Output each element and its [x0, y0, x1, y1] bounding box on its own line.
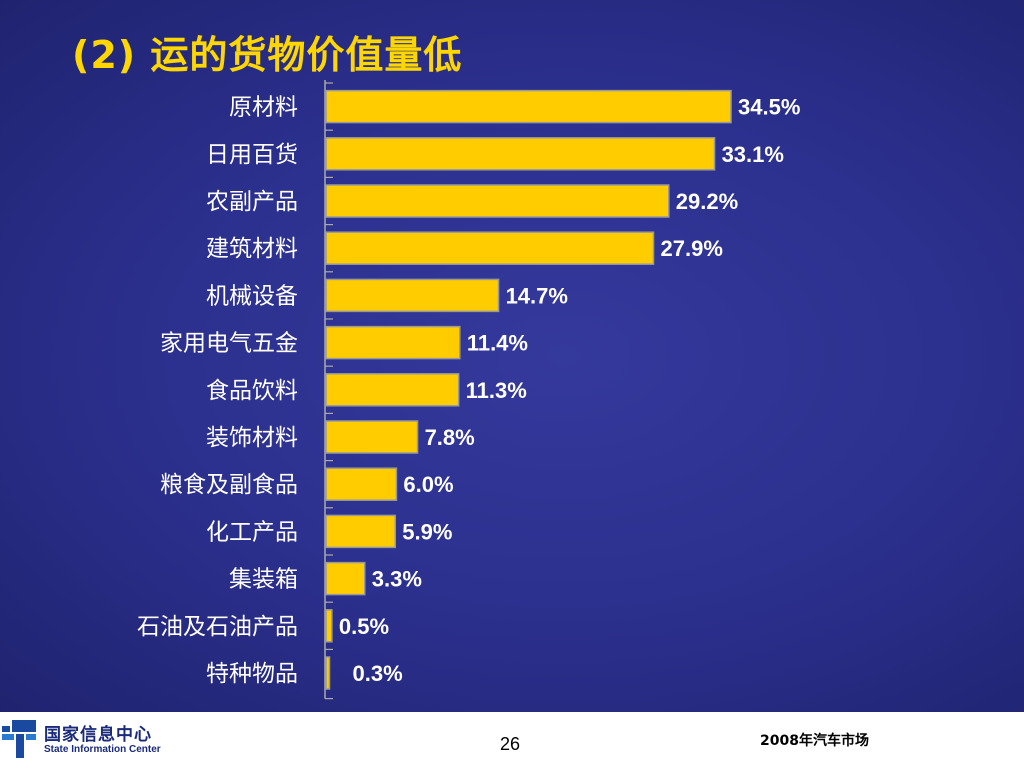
slide-title: (2) 运的货物价值量低 [72, 33, 463, 77]
category-label: 农副产品 [206, 189, 298, 215]
value-label: 6.0% [403, 472, 453, 497]
category-label: 食品饮料 [206, 378, 298, 404]
bar [325, 561, 366, 596]
value-label: 34.5% [738, 95, 800, 120]
category-label: 粮食及副食品 [160, 472, 298, 498]
value-label: 14.7% [506, 283, 568, 308]
bar [325, 184, 670, 218]
category-label: 化工产品 [206, 519, 298, 545]
category-label: 集装箱 [229, 567, 298, 593]
slide-background: (2) 运的货物价值量低 原材料 34.5% 日用百货 33.1% 农副产品 29.2% 建… [0, 0, 1024, 712]
category-label: 家用电气五金 [160, 331, 298, 357]
bar [325, 325, 461, 360]
value-label: 33.1% [722, 142, 784, 167]
value-label: 11.4% [467, 331, 528, 356]
value-label: 5.9% [402, 519, 452, 544]
category-label: 机械设备 [206, 283, 298, 309]
bar [325, 656, 331, 690]
value-label: 3.3% [372, 567, 422, 592]
bar [325, 137, 716, 171]
bar [325, 467, 398, 501]
category-label: 日用百货 [206, 142, 298, 168]
value-label: 0.3% [353, 661, 403, 686]
footer: 国家信息中心 State Information Center 26 2008年… [0, 712, 1024, 768]
page-number: 26 [500, 734, 521, 754]
bar [325, 514, 397, 549]
state-information-center-logo-icon [2, 720, 36, 758]
bar [325, 278, 500, 313]
category-label: 原材料 [229, 95, 298, 121]
category-label: 装饰材料 [206, 425, 298, 451]
org-name-chinese: 国家信息中心 [44, 725, 152, 745]
document-name: 2008年汽车市场 [760, 733, 869, 749]
category-label: 特种物品 [206, 661, 298, 687]
value-label: 7.8% [425, 425, 475, 450]
category-label: 建筑材料 [206, 236, 298, 262]
value-label: 11.3% [466, 378, 527, 403]
value-label: 27.9% [661, 236, 723, 261]
bar [325, 231, 655, 265]
value-label: 29.2% [676, 189, 738, 214]
org-name-english: State Information Center [44, 744, 161, 755]
bar [325, 609, 333, 643]
bar-chart: 原材料 34.5% 日用百货 33.1% 农副产品 29.2% 建筑材料 27.9% 机械设备 1… [137, 80, 800, 700]
bar [325, 420, 419, 454]
value-label: 0.5% [339, 614, 389, 639]
bar [325, 89, 732, 124]
category-label: 石油及石油产品 [137, 614, 298, 640]
bar [325, 373, 460, 407]
